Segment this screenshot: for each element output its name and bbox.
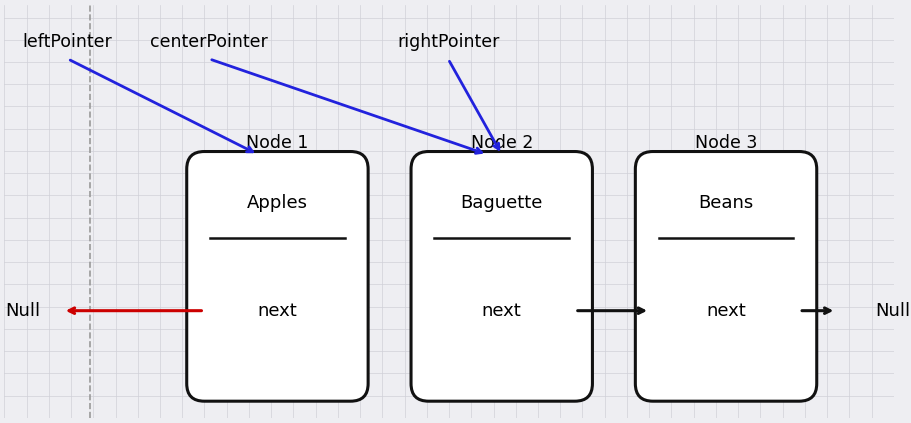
FancyBboxPatch shape (411, 151, 592, 401)
Text: Node 3: Node 3 (694, 134, 756, 151)
Text: centerPointer: centerPointer (150, 33, 268, 51)
Text: Null: Null (5, 302, 40, 320)
FancyBboxPatch shape (635, 151, 816, 401)
Text: Beans: Beans (698, 195, 752, 212)
Text: next: next (481, 302, 521, 320)
Text: Baguette: Baguette (460, 195, 542, 212)
Text: Node 2: Node 2 (470, 134, 532, 151)
Text: rightPointer: rightPointer (396, 33, 498, 51)
Text: leftPointer: leftPointer (23, 33, 112, 51)
Text: Null: Null (875, 302, 909, 320)
FancyBboxPatch shape (187, 151, 368, 401)
Text: Apples: Apples (247, 195, 308, 212)
Text: Node 1: Node 1 (246, 134, 308, 151)
Text: next: next (705, 302, 745, 320)
Text: next: next (257, 302, 297, 320)
